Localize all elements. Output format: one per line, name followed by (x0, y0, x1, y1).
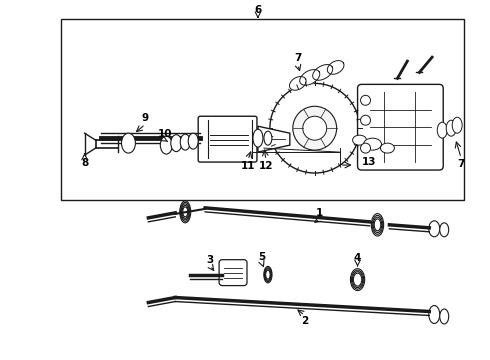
Circle shape (361, 143, 370, 153)
Ellipse shape (171, 135, 182, 152)
Text: 11: 11 (241, 161, 255, 171)
Ellipse shape (440, 309, 449, 324)
Ellipse shape (429, 221, 440, 237)
FancyBboxPatch shape (358, 84, 443, 170)
Text: 10: 10 (158, 129, 172, 139)
Polygon shape (327, 60, 344, 74)
Ellipse shape (364, 138, 382, 150)
FancyBboxPatch shape (219, 260, 247, 285)
Ellipse shape (253, 129, 263, 147)
Polygon shape (258, 126, 290, 152)
Text: 8: 8 (81, 158, 88, 168)
Text: 13: 13 (362, 157, 377, 167)
Polygon shape (290, 77, 306, 90)
Text: 6: 6 (254, 5, 262, 15)
Ellipse shape (380, 143, 394, 153)
Circle shape (303, 116, 327, 140)
Ellipse shape (122, 133, 135, 153)
Bar (61, 19, 464, 200)
Ellipse shape (160, 136, 172, 154)
Ellipse shape (264, 131, 272, 145)
Text: 2: 2 (301, 316, 308, 327)
Text: 7: 7 (458, 159, 465, 169)
FancyBboxPatch shape (198, 116, 257, 162)
Ellipse shape (180, 134, 190, 150)
Ellipse shape (437, 122, 447, 138)
Text: 3: 3 (206, 255, 214, 265)
Text: 5: 5 (258, 252, 266, 262)
Circle shape (361, 95, 370, 105)
Text: 1: 1 (316, 208, 323, 218)
Circle shape (361, 115, 370, 125)
Circle shape (293, 106, 337, 150)
Ellipse shape (440, 223, 449, 237)
Polygon shape (313, 64, 333, 80)
Text: 7: 7 (294, 54, 301, 63)
Ellipse shape (188, 133, 198, 149)
Ellipse shape (353, 135, 367, 145)
Polygon shape (300, 69, 320, 85)
Text: 4: 4 (354, 253, 361, 263)
Ellipse shape (446, 120, 456, 136)
Text: 9: 9 (142, 113, 149, 123)
Circle shape (270, 84, 360, 173)
Ellipse shape (429, 306, 440, 323)
Text: 12: 12 (259, 161, 273, 171)
Ellipse shape (452, 117, 462, 133)
